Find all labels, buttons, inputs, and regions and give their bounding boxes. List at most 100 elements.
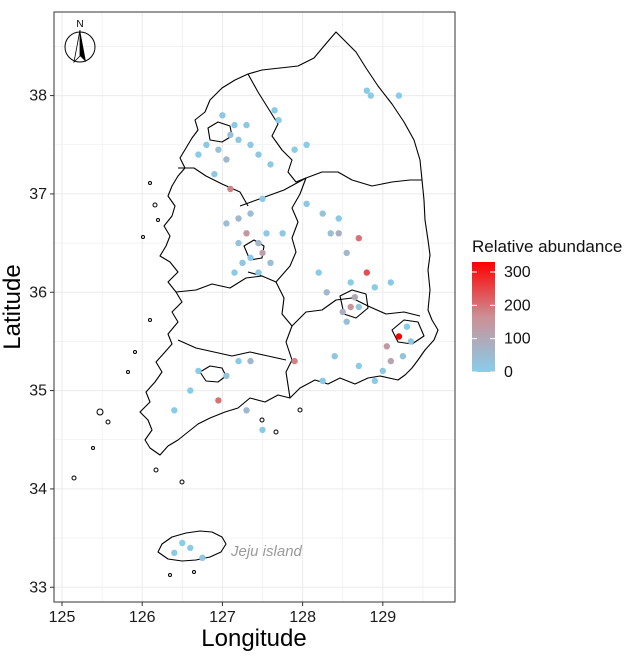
abundance-point: [187, 544, 194, 552]
y-tick-label: 36: [29, 284, 47, 301]
abundance-point: [219, 112, 226, 119]
legend-colorbar: [472, 262, 495, 372]
abundance-point: [223, 220, 230, 227]
legend: Relative abundance 0 100 200 300: [472, 237, 622, 381]
abundance-point: [367, 92, 374, 99]
province-border-gyeonggi-south: [178, 167, 249, 207]
y-axis-ticks: 33 34 35 36 37 38: [29, 88, 54, 596]
korea-outline: [139, 31, 439, 562]
abundance-point: [371, 284, 378, 291]
province-border-chungnam-jeonbuk: [175, 275, 263, 293]
province-border-gyeongbuk-gyeongnam: [291, 297, 421, 327]
abundance-point: [355, 362, 362, 370]
abundance-point: [235, 215, 242, 222]
abundance-point: [363, 87, 370, 94]
abundance-point: [255, 269, 262, 276]
north-arrow-icon: [80, 30, 86, 62]
abundance-point: [403, 323, 411, 330]
x-axis-ticks: 125 126 127 128 129: [49, 602, 396, 626]
north-arrow: N: [64, 19, 96, 64]
abundance-point: [335, 230, 342, 237]
abundance-point: [223, 156, 230, 163]
abundance-point: [227, 185, 234, 193]
abundance-point: [223, 372, 230, 379]
abundance-point: [243, 407, 250, 414]
y-tick-label: 37: [29, 186, 47, 203]
abundance-point: [215, 146, 222, 153]
abundance-point: [259, 249, 266, 257]
abundance-point: [371, 377, 378, 384]
grid-lines: [54, 12, 455, 602]
abundance-points: [171, 87, 415, 561]
abundance-point: [347, 279, 354, 286]
abundance-point: [347, 303, 354, 311]
legend-tick-label: 200: [504, 297, 531, 314]
abundance-point: [267, 259, 274, 266]
abundance-point: [187, 387, 194, 394]
abundance-point: [379, 367, 386, 375]
x-tick-label: 126: [129, 609, 156, 626]
abundance-point: [383, 343, 390, 350]
abundance-point: [195, 367, 202, 375]
abundance-point: [279, 230, 286, 237]
abundance-point: [231, 121, 238, 129]
province-border-gyeonggi-gangwon: [247, 73, 307, 183]
x-tick-label: 128: [289, 609, 316, 626]
abundance-point: [259, 195, 266, 202]
abundance-point: [239, 259, 246, 266]
abundance-point: [171, 549, 178, 556]
abundance-point: [319, 210, 326, 217]
abundance-point: [247, 254, 254, 261]
panel-border: [53, 11, 456, 603]
y-tick-label: 38: [29, 88, 47, 105]
province-border-chungbuk-gyeongbuk: [247, 177, 307, 283]
abundance-point: [203, 141, 210, 148]
province-border-chungbuk-north: [239, 171, 422, 207]
abundance-point: [387, 357, 394, 365]
abundance-point: [303, 141, 310, 148]
abundance-point: [343, 249, 350, 257]
ulsan-boundary: [391, 319, 425, 345]
abundance-point: [247, 357, 254, 365]
abundance-point: [227, 131, 234, 139]
abundance-point: [275, 117, 282, 124]
abundance-point: [399, 353, 407, 360]
legend-tick-label: 0: [504, 364, 513, 381]
abundance-point: [339, 308, 346, 316]
abundance-point: [387, 279, 394, 286]
jeju-island-annotation: Jeju island: [230, 543, 303, 560]
province-border-jeonbuk-gyeongnam: [275, 281, 293, 399]
abundance-point: [195, 151, 202, 158]
x-axis-title: Longitude: [201, 625, 306, 652]
abundance-point: [255, 239, 262, 247]
legend-tick-label: 100: [504, 331, 531, 348]
abundance-point: [247, 210, 254, 217]
abundance-point: [243, 230, 250, 237]
abundance-point: [215, 397, 222, 404]
x-tick-label: 125: [49, 609, 76, 626]
abundance-point: [351, 294, 358, 301]
abundance-point: [291, 146, 298, 153]
abundance-point: [395, 92, 403, 99]
legend-ticks: 0 100 200 300: [472, 264, 531, 381]
abundance-point: [331, 353, 338, 360]
abundance-point: [263, 230, 270, 237]
abundance-point: [255, 151, 262, 158]
province-border-jeonbuk-jeonnam: [177, 339, 287, 361]
abundance-point: [303, 200, 310, 207]
abundance-point: [355, 235, 362, 242]
abundance-point: [199, 554, 206, 561]
abundance-point: [319, 377, 326, 384]
x-tick-label: 127: [209, 609, 236, 626]
abundance-point: [271, 107, 278, 114]
abundance-point: [395, 333, 403, 340]
abundance-point: [315, 269, 322, 276]
abundance-point: [179, 539, 186, 547]
jeju-coastline: [157, 530, 227, 562]
legend-tick-label: 300: [504, 264, 531, 281]
abundance-point: [247, 141, 254, 148]
abundance-point: [235, 136, 242, 143]
north-arrow-icon-outline: [73, 29, 81, 64]
abundance-point: [291, 357, 298, 365]
